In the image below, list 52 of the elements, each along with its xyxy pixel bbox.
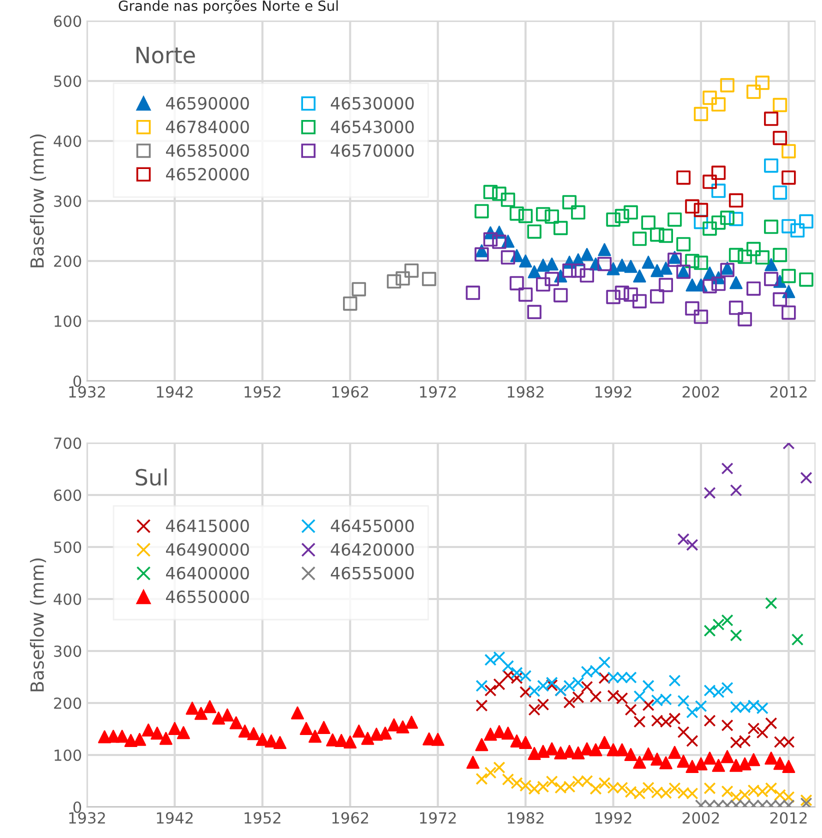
x-tick-label: 1962 bbox=[332, 812, 368, 824]
text: Grande nas porções Norte e Sul bbox=[118, 0, 338, 14]
text: Norte bbox=[136, 46, 195, 64]
x-tick-label: 1952 bbox=[244, 386, 280, 398]
text: Sul bbox=[136, 468, 167, 486]
legend-label: 46520000 bbox=[166, 168, 249, 180]
x-tick-label: 1962 bbox=[332, 386, 368, 398]
legend-label: 46543000 bbox=[330, 120, 414, 134]
legend-label: 46455000 bbox=[330, 520, 414, 532]
legend-label: 46530000 bbox=[330, 96, 414, 110]
legend-label: 46550000 bbox=[166, 590, 249, 604]
y-tick-label: 500 bbox=[54, 75, 82, 88]
x-tick-label: 1932 bbox=[69, 812, 105, 824]
x-tick-label: 1952 bbox=[244, 812, 280, 824]
legend-label: 46570000 bbox=[330, 144, 414, 157]
x-tick-label: 1992 bbox=[596, 812, 632, 824]
x-tick-label: 1982 bbox=[508, 386, 544, 398]
y-tick-label: 400 bbox=[54, 135, 82, 148]
y-tick-label: 200 bbox=[54, 697, 82, 710]
y-tick-label: 100 bbox=[54, 749, 82, 762]
legend-label: 46585000 bbox=[166, 144, 249, 157]
y-axis-title: Baseflow (mm) bbox=[30, 134, 46, 268]
y-tick-label: 0 bbox=[73, 375, 82, 388]
y-tick-label: 300 bbox=[54, 195, 82, 208]
legend-label: 46555000 bbox=[330, 566, 414, 580]
y-tick-label: 600 bbox=[54, 489, 82, 502]
x-tick-label: 2002 bbox=[682, 386, 719, 398]
x-tick-label: 2012 bbox=[770, 386, 807, 398]
y-axis-title: Baseflow (mm) bbox=[30, 558, 46, 692]
x-tick-label: 1972 bbox=[420, 812, 456, 824]
y-tick-label: 400 bbox=[54, 593, 82, 606]
legend-label: 46590000 bbox=[166, 96, 249, 110]
x-tick-label: 1992 bbox=[596, 386, 632, 398]
y-tick-label: 100 bbox=[54, 315, 82, 328]
legend-label: 46784000 bbox=[166, 120, 249, 134]
x-tick-label: 1942 bbox=[156, 812, 193, 824]
y-tick-label: 0 bbox=[73, 801, 82, 814]
x-tick-label: 2002 bbox=[682, 812, 719, 824]
legend-label: 46490000 bbox=[166, 543, 249, 556]
y-tick-label: 600 bbox=[54, 15, 82, 28]
x-tick-label: 1942 bbox=[156, 386, 193, 398]
y-tick-label: 300 bbox=[54, 645, 82, 658]
x-tick-label: 1932 bbox=[69, 386, 105, 398]
x-tick-label: 2012 bbox=[770, 812, 807, 824]
legend-label: 46400000 bbox=[166, 566, 249, 580]
y-tick-label: 500 bbox=[54, 541, 82, 554]
legend-label: 46420000 bbox=[330, 543, 414, 556]
x-tick-label: 1982 bbox=[508, 812, 544, 824]
x-tick-label: 1972 bbox=[420, 386, 456, 398]
y-tick-label: 700 bbox=[54, 437, 82, 450]
legend-label: 46415000 bbox=[166, 520, 249, 532]
y-tick-label: 200 bbox=[54, 255, 82, 268]
